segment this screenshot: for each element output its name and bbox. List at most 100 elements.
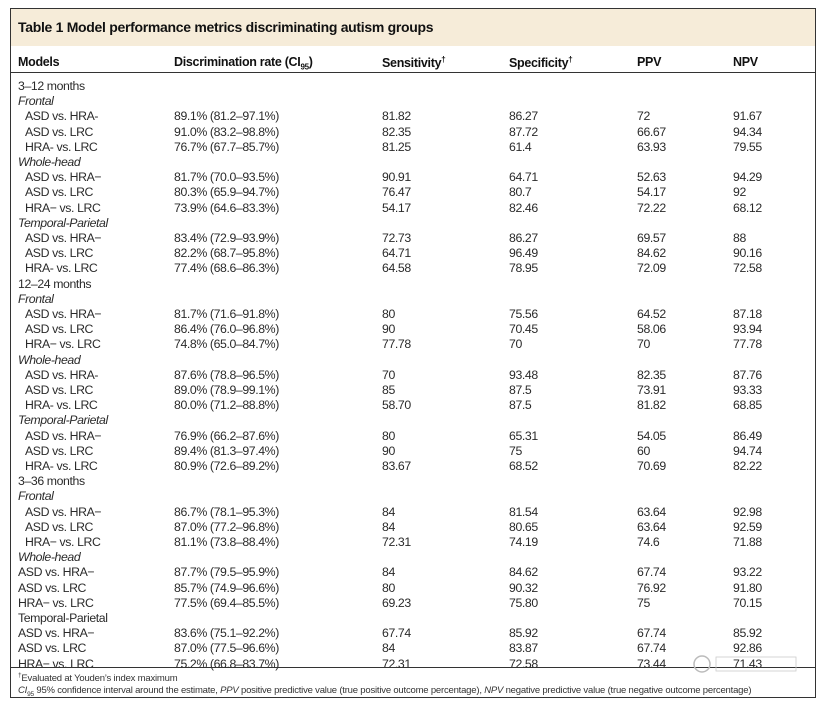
specificity-cell: 80.7 [509, 185, 532, 200]
header-rule [11, 72, 815, 73]
discrimination-rate-cell: 87.0% (77.5–96.6%) [174, 641, 279, 656]
discrimination-rate-cell: 87.7% (79.5–95.9%) [174, 565, 279, 580]
specificity-cell: 64.71 [509, 170, 538, 185]
ppv-cell: 82.35 [637, 367, 666, 382]
npv-cell: 86.49 [733, 428, 762, 443]
discrimination-rate-cell: 76.9% (66.2–87.6%) [174, 428, 279, 443]
sensitivity-cell: 64.58 [382, 261, 411, 276]
npv-cell: 68.12 [733, 200, 762, 215]
model-cell: HRA− vs. LRC [18, 595, 94, 610]
table-row: ASD vs. HRA− 81.7% (70.0–93.5%) 90.91 64.71… [11, 170, 815, 185]
model-cell: ASD vs. HRA- [25, 109, 99, 124]
ppv-cell: 54.05 [637, 428, 666, 443]
npv-cell: 72.58 [733, 261, 762, 276]
header-sensitivity: Sensitivity† [382, 55, 446, 71]
discrimination-rate-cell: 76.7% (67.7–85.7%) [174, 139, 279, 154]
sensitivity-cell: 84 [382, 519, 395, 534]
model-cell: ASD vs. LRC [25, 322, 94, 337]
sensitivity-cell: 76.47 [382, 185, 411, 200]
table-row: ASD vs. HRA− 83.4% (72.9–93.9%) 72.73 86.27… [11, 231, 815, 246]
table-row: HRA− vs. LRC 77.5% (69.4–85.5%) 69.23 75.80… [11, 596, 815, 611]
sensitivity-cell: 90 [382, 443, 395, 458]
specificity-cell: 78.95 [509, 261, 538, 276]
table-row: ASD vs. HRA− 87.7% (79.5–95.9%) 84 84.62 67.… [11, 565, 815, 580]
discrimination-rate-cell: 80.9% (72.6–89.2%) [174, 459, 279, 473]
specificity-cell: 72.58 [509, 656, 538, 671]
npv-cell: 71.88 [733, 535, 762, 549]
title-band: Table 1 Model performance metrics discri… [11, 9, 815, 46]
ppv-cell: 67.74 [637, 641, 666, 656]
sensitivity-cell: 84 [382, 565, 395, 580]
sensitivity-cell: 69.23 [382, 595, 411, 610]
specificity-cell: 70.45 [509, 322, 538, 337]
sensitivity-cell: 84 [382, 504, 395, 519]
region-row: Temporal-Parietal [11, 413, 815, 428]
region-row: Whole-head [11, 353, 815, 368]
specificity-cell: 74.19 [509, 535, 538, 549]
model-cell: ASD vs. LRC [25, 124, 94, 139]
ppv-cell: 63.64 [637, 519, 666, 534]
region-label: Frontal [18, 94, 54, 109]
model-cell: ASD vs. LRC [25, 246, 94, 261]
table-row: ASD vs. HRA− 86.7% (78.1–95.3%) 84 81.54 63.… [11, 505, 815, 520]
sensitivity-cell: 80 [382, 307, 395, 321]
table-row: ASD vs. HRA− 76.9% (66.2–87.6%) 80 65.31 54.… [11, 429, 815, 444]
model-cell: HRA− vs. LRC [25, 535, 101, 549]
region-row: Whole-head [11, 550, 815, 565]
discrimination-rate-cell: 91.0% (83.2–98.8%) [174, 124, 279, 139]
sensitivity-cell: 90 [382, 322, 395, 337]
npv-cell: 92.59 [733, 519, 762, 534]
sensitivity-cell: 84 [382, 641, 395, 656]
discrimination-rate-cell: 86.4% (76.0–96.8%) [174, 322, 279, 337]
model-cell: ASD vs. LRC [25, 519, 94, 534]
table-row: HRA− vs. LRC 81.1% (73.8–88.4%) 72.31 74.19… [11, 535, 815, 550]
ppv-cell: 76.92 [637, 580, 666, 595]
npv-cell: 79.55 [733, 139, 762, 154]
table-row: HRA- vs. LRC 76.7% (67.7–85.7%) 81.25 61.4 6… [11, 140, 815, 155]
npv-cell: 93.94 [733, 322, 762, 337]
table-row: ASD vs. HRA− 81.7% (71.6–91.8%) 80 75.56 64.… [11, 307, 815, 322]
model-cell: ASD vs. LRC [25, 185, 94, 200]
discrimination-rate-cell: 87.6% (78.8–96.5%) [174, 367, 279, 382]
specificity-cell: 65.31 [509, 428, 538, 443]
ppv-cell: 58.06 [637, 322, 666, 337]
specificity-cell: 93.48 [509, 367, 538, 382]
table-row: HRA- vs. LRC 80.9% (72.6–89.2%) 83.67 68.52… [11, 459, 815, 474]
ppv-cell: 75 [637, 595, 650, 610]
ppv-cell: 52.63 [637, 170, 666, 185]
model-cell: ASD vs. HRA− [25, 231, 102, 245]
npv-cell: 91.67 [733, 109, 762, 124]
specificity-cell: 75.80 [509, 595, 538, 610]
ppv-cell: 74.6 [637, 535, 660, 549]
model-cell: ASD vs. LRC [25, 383, 94, 397]
npv-cell: 77.78 [733, 337, 762, 352]
npv-cell: 68.85 [733, 398, 762, 413]
header-ppv: PPV [637, 55, 662, 69]
region-row: Frontal [11, 292, 815, 307]
ppv-cell: 72.09 [637, 261, 666, 276]
discrimination-rate-cell: 80.3% (65.9–94.7%) [174, 185, 279, 200]
specificity-cell: 85.92 [509, 626, 538, 641]
table-row: HRA- vs. LRC 80.0% (71.2–88.8%) 58.70 87.5 8… [11, 398, 815, 413]
model-cell: HRA− vs. LRC [18, 656, 94, 671]
discrimination-rate-cell: 87.0% (77.2–96.8%) [174, 519, 279, 534]
specificity-cell: 86.27 [509, 109, 538, 124]
ppv-cell: 63.64 [637, 504, 666, 519]
model-cell: ASD vs. HRA- [25, 367, 99, 382]
ppv-cell: 70.69 [637, 459, 666, 473]
sensitivity-cell: 72.31 [382, 656, 411, 671]
model-cell: HRA− vs. LRC [25, 200, 101, 215]
region-label: Whole-head [18, 352, 81, 367]
sensitivity-cell: 54.17 [382, 200, 411, 215]
ppv-cell: 64.52 [637, 307, 666, 321]
model-cell: HRA- vs. LRC [25, 261, 98, 276]
table-frame: Table 1 Model performance metrics discri… [10, 8, 816, 698]
period-row: 3–36 months [11, 474, 815, 489]
ppv-cell: 63.93 [637, 139, 666, 154]
discrimination-rate-cell: 74.8% (65.0–84.7%) [174, 337, 279, 352]
period-label: 12–24 months [18, 276, 92, 291]
period-label: 3–12 months [18, 79, 85, 93]
discrimination-rate-cell: 77.5% (69.4–85.5%) [174, 595, 279, 610]
region-row: Temporal-Parietal [11, 611, 815, 626]
npv-cell: 94.74 [733, 443, 762, 458]
